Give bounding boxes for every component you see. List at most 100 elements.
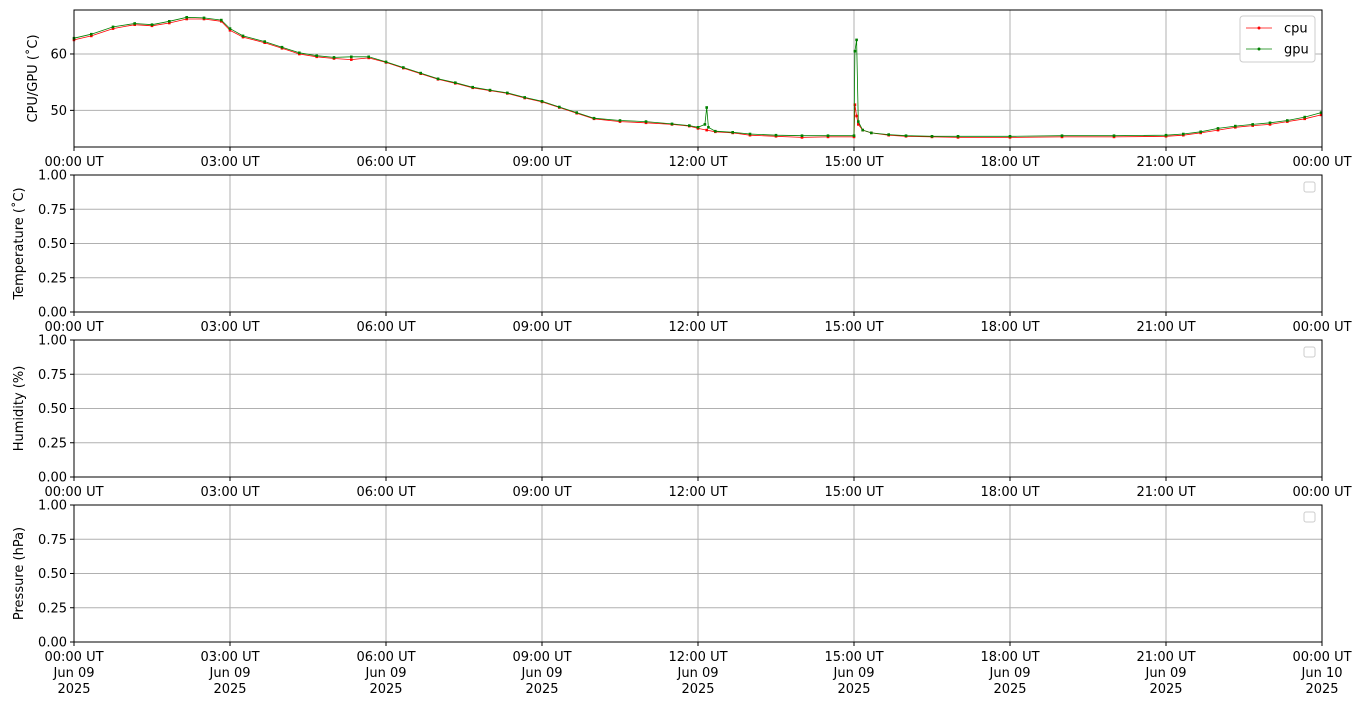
gpu-point (904, 134, 908, 137)
gpu-point (670, 122, 674, 126)
gpu-point (315, 54, 318, 57)
x-tick-label-year: 2025 (681, 682, 714, 697)
gpu-point (488, 88, 492, 92)
y-tick-label: 0.75 (38, 203, 67, 218)
gpu-point (714, 129, 717, 133)
x-tick-label: 15:00 UT (824, 320, 883, 335)
gpu-point (1199, 130, 1202, 134)
x-tick-label-year: 2025 (525, 682, 558, 697)
cpu-point (857, 123, 860, 126)
y-tick-label: 0.00 (38, 471, 67, 486)
legend: cpu gpu (1239, 15, 1316, 63)
legend-marker-cpu (1257, 26, 1261, 30)
y-tick-label: 50 (50, 104, 67, 119)
cpu-point (168, 21, 171, 25)
panel-3: 0.00 0.25 0.50 0.75 1.00 00:00 UT 03:00 UT 06:0… (12, 334, 1352, 501)
x-tick-label: 03:00 UT (200, 650, 259, 665)
cpu-point (800, 136, 804, 139)
series-line-gpu (73, 16, 1322, 137)
gpu-point (800, 134, 804, 137)
gpu-point (523, 96, 526, 99)
x-tick-label: 00:00 UT (44, 650, 103, 665)
gpu-point (774, 133, 778, 137)
grid (73, 339, 1323, 478)
y-tick-label: 0.50 (38, 402, 67, 417)
gpu-point (1268, 121, 1272, 125)
y-tick-label: 0.25 (38, 271, 67, 286)
gpu-point (707, 126, 710, 129)
cpu-point (1303, 117, 1306, 121)
gpu-point (506, 91, 509, 95)
x-tick-label: 12:00 UT (668, 485, 727, 500)
gpu-point (1060, 134, 1064, 137)
x-tick-label: 18:00 UT (980, 155, 1039, 170)
gpu-point (861, 128, 864, 132)
gpu-point (471, 85, 474, 89)
grid (73, 504, 1323, 643)
gpu-point (202, 16, 206, 20)
x-tick-label: 15:00 UT (824, 650, 883, 665)
gpu-point (618, 119, 622, 122)
x-tick-label: 18:00 UT (980, 485, 1039, 500)
x-tick-label: 06:00 UT (356, 320, 415, 335)
x-tick-label-date: Jun 09 (677, 666, 719, 681)
gpu-point (855, 38, 858, 42)
x-tick-label-year: 2025 (369, 682, 402, 697)
cpu-point (90, 34, 93, 38)
x-tick-label: 00:00 UT (1292, 485, 1351, 500)
legend-label-gpu: gpu (1284, 43, 1309, 58)
gpu-point (748, 132, 752, 136)
gpu-point (696, 126, 700, 129)
x-tick-label: 09:00 UT (512, 485, 571, 500)
y-tick-label: 1.00 (38, 169, 67, 184)
grid (73, 10, 1323, 147)
cpu-point (111, 27, 115, 30)
x-tick-label-year: 2025 (993, 682, 1026, 697)
panel-1: 50 60 00:00 UT 03:00 UT 06:00 UT 09:00 UT 12:0… (25, 9, 1352, 170)
x-tick-label-year: 2025 (1149, 682, 1182, 697)
x-tick-label: 21:00 UT (1136, 485, 1195, 500)
x-tick-label: 09:00 UT (512, 650, 571, 665)
gpu-point (150, 23, 154, 26)
gpu-point (540, 100, 544, 103)
x-tick-label: 06:00 UT (356, 650, 415, 665)
x-tick-label: 00:00 UT (1292, 650, 1351, 665)
gpu-point (930, 135, 934, 138)
x-tick-label: 18:00 UT (980, 320, 1039, 335)
gpu-point (1319, 111, 1323, 114)
gpu-point (419, 71, 422, 75)
y-tick-label: 0.75 (38, 368, 67, 383)
y-tick-label: 0.25 (38, 436, 67, 451)
gpu-point (1234, 124, 1237, 128)
gpu-point (133, 22, 136, 25)
x-tick-label-year: 2025 (57, 682, 90, 697)
gpu-point (185, 16, 188, 19)
gpu-point (1182, 132, 1185, 136)
gpu-point (280, 45, 284, 49)
x-tick-label: 21:00 UT (1136, 650, 1195, 665)
x-tick-label: 21:00 UT (1136, 320, 1195, 335)
gpu-point (857, 120, 860, 123)
cpu-point (705, 128, 708, 132)
x-tick-label: 03:00 UT (200, 485, 259, 500)
gpu-point (90, 32, 93, 36)
x-tick-label: 12:00 UT (668, 320, 727, 335)
gpu-point (705, 106, 708, 109)
y-tick-label: 0.50 (38, 567, 67, 582)
gpu-point (558, 105, 561, 109)
x-tick-label: 00:00 UT (44, 155, 103, 170)
gpu-point (168, 20, 171, 23)
panel-2: 0.00 0.25 0.50 0.75 1.00 00:00 UT 03:00 UT 06:0… (11, 169, 1352, 336)
gpu-point (436, 77, 440, 81)
gpu-point (592, 116, 596, 120)
y-axis-label: CPU/GPU (˚C) (25, 34, 41, 122)
series-line-cpu (73, 18, 1322, 138)
gpu-point (241, 34, 245, 38)
x-tick-label: 00:00 UT (44, 320, 103, 335)
gpu-point (298, 51, 301, 55)
gpu-point (1286, 119, 1289, 122)
legend-empty (1303, 181, 1316, 193)
gpu-point (826, 134, 830, 137)
